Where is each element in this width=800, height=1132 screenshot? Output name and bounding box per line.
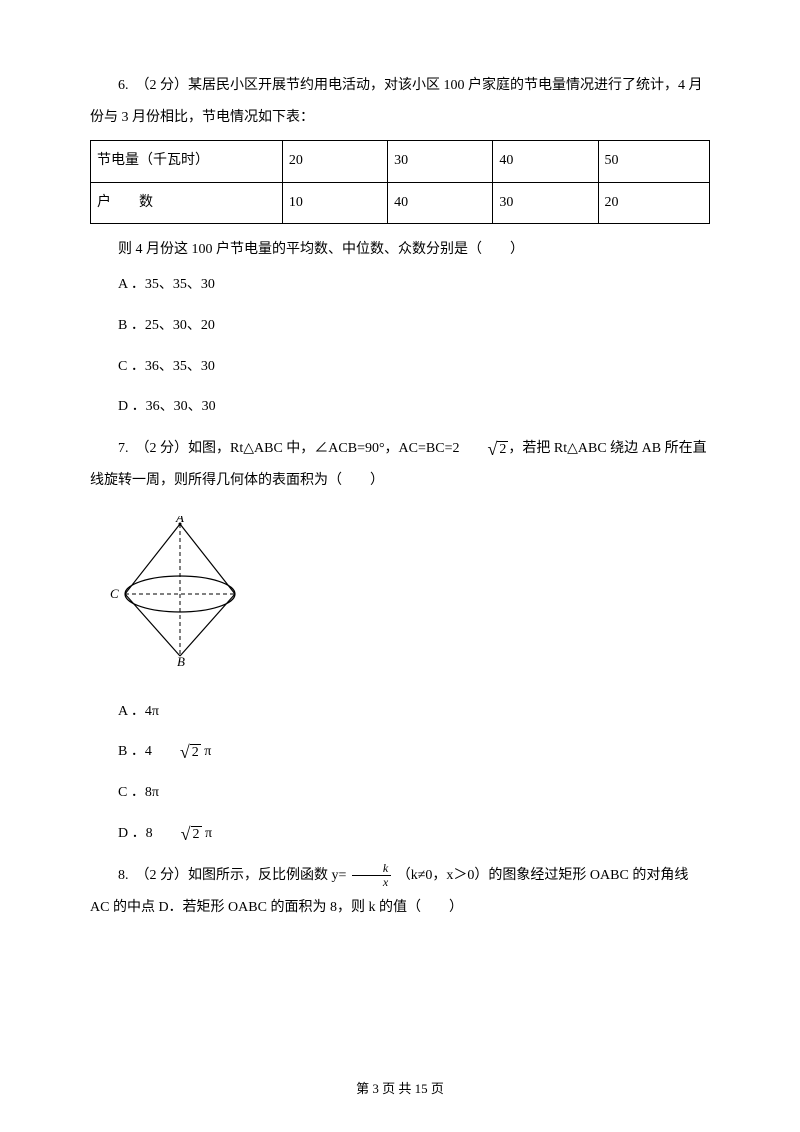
q6-table: 节电量（千瓦时） 20 30 40 50 户 数 10 40 30 20 [90, 140, 710, 223]
q7-b-suffix: π [201, 744, 212, 759]
cell-header-4: 50 [598, 141, 709, 182]
cell-header-0: 节电量（千瓦时） [91, 141, 283, 182]
q6-text: 6. （2 分）某居民小区开展节约用电活动，对该小区 100 户家庭的节电量情况… [90, 70, 710, 134]
q7-prefix: 7. （2 分）如图，Rt△ABC 中，∠ACB=90°，AC=BC=2 [118, 441, 459, 456]
q6-option-b: B ．25、30、20 [90, 311, 710, 342]
cell-row2-2: 30 [493, 182, 598, 223]
q7-d-suffix: π [202, 826, 213, 841]
sqrt-icon: √2 [459, 440, 508, 458]
q7-d-prefix: D ．8 [118, 826, 153, 841]
q7-option-c: C ．8π [90, 778, 710, 809]
q7-option-d: D ．8√2 π [90, 819, 710, 850]
label-c: C [110, 586, 119, 601]
q7-option-b: B ．4√2 π [90, 737, 710, 768]
label-b: B [177, 654, 185, 666]
page-footer: 第 3 页 共 15 页 [0, 1074, 800, 1104]
cell-row2-0: 10 [282, 182, 387, 223]
q7-option-a: A ．4π [90, 697, 710, 728]
q8-prefix: 8. （2 分）如图所示，反比例函数 y= [118, 868, 350, 883]
q6-option-a: A ．35、35、30 [90, 270, 710, 301]
cell-row2-1: 40 [388, 182, 493, 223]
cell-row2-3: 20 [598, 182, 709, 223]
page: 6. （2 分）某居民小区开展节约用电活动，对该小区 100 户家庭的节电量情况… [0, 0, 800, 1132]
q6-option-c: C ．36、35、30 [90, 352, 710, 383]
sqrt-icon: √2 [152, 743, 201, 761]
sqrt-icon: √2 [153, 825, 202, 843]
q7-text: 7. （2 分）如图，Rt△ABC 中，∠ACB=90°，AC=BC=2√2，若… [90, 433, 710, 497]
cell-row2-label: 户 数 [91, 182, 283, 223]
table-row: 节电量（千瓦时） 20 30 40 50 [91, 141, 710, 182]
q8-text: 8. （2 分）如图所示，反比例函数 y= kx （k≠0，x＞0）的图象经过矩… [90, 860, 710, 924]
q6-option-d: D ．36、30、30 [90, 392, 710, 423]
cell-header-2: 30 [388, 141, 493, 182]
table-row: 户 数 10 40 30 20 [91, 182, 710, 223]
q6-after-table: 则 4 月份这 100 户节电量的平均数、中位数、众数分别是（ ） [90, 234, 710, 266]
q7-b-prefix: B ．4 [118, 744, 152, 759]
fraction-icon: kx [352, 862, 391, 889]
cell-header-1: 20 [282, 141, 387, 182]
cell-header-3: 40 [493, 141, 598, 182]
q7-figure: A B C [100, 516, 710, 679]
